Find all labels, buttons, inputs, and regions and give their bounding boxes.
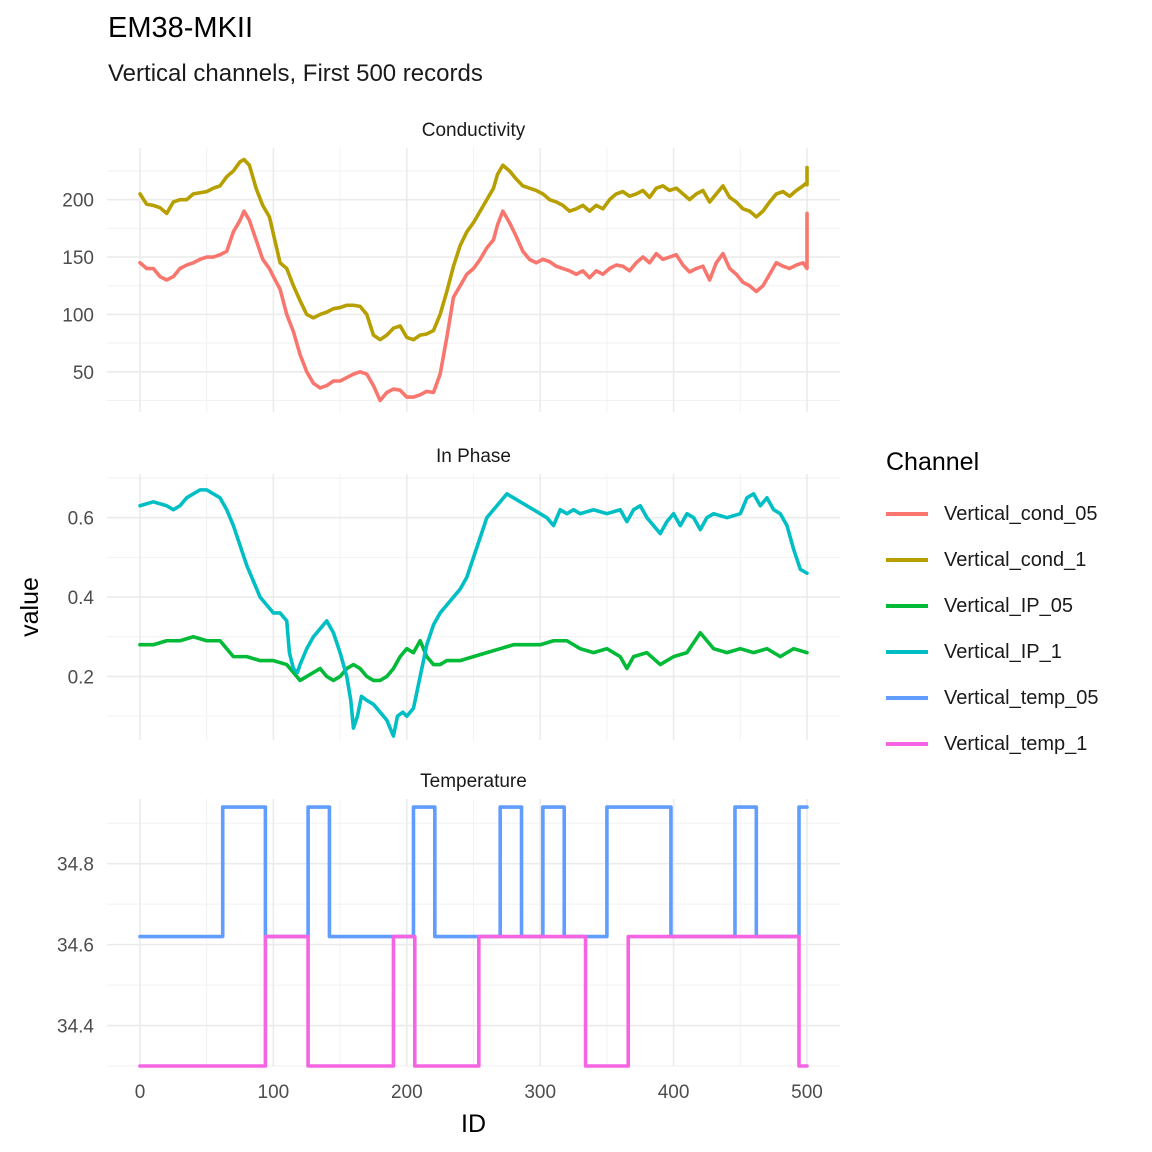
y-tick-label: 100 [62,305,94,326]
panel-temperature: 34.4 34.6 34.8 Temperature [57,771,840,1068]
legend-title: Channel [886,448,980,476]
legend-label: Vertical_temp_05 [944,686,1099,709]
x-axis: 0 100 200 300 400 500 ID [135,1082,823,1138]
y-tick-label: 0.6 [68,509,94,530]
chart-title: EM38-MKII [108,12,254,44]
legend-items: Vertical_cond_05 Vertical_cond_1 Vertical_… [886,491,1099,767]
x-tick-label: 500 [791,1082,823,1103]
legend-item: Vertical_temp_05 [886,675,1099,721]
legend: Channel Vertical_cond_05 Vertical_cond_1 V… [886,448,1099,767]
panel-label: In Phase [436,446,511,467]
x-tick-label: 200 [391,1082,423,1103]
legend-label: Vertical_IP_1 [944,640,1062,663]
x-tick-label: 100 [258,1082,290,1103]
series-line-vertical-ip-1 [138,488,809,738]
y-tick-label: 150 [62,248,94,269]
x-tick-label: 400 [658,1082,690,1103]
legend-key [886,558,928,562]
legend-label: Vertical_cond_05 [944,502,1098,525]
legend-item: Vertical_IP_1 [886,629,1099,675]
x-axis-label: ID [461,1110,486,1138]
y-tick-label: 200 [62,191,94,212]
legend-label: Vertical_IP_05 [944,594,1073,617]
series-line-vertical-cond-05 [138,209,809,403]
legend-item: Vertical_IP_05 [886,583,1099,629]
x-tick-label: 300 [524,1082,556,1103]
series-line-vertical-cond-1 [138,157,809,342]
legend-item: Vertical_cond_05 [886,491,1099,537]
series-line-vertical-temp-1 [138,934,809,1068]
panel-label: Temperature [420,771,527,792]
chart-subtitle: Vertical channels, First 500 records [108,60,483,87]
legend-key [886,512,928,516]
series-line-vertical-ip-05 [138,631,809,683]
y-tick-label: 34.8 [57,855,94,876]
panel-label: Conductivity [422,120,526,141]
y-tick-label: 0.2 [68,667,94,688]
panel-in-phase: 0.2 0.4 0.6 In Phase [68,446,840,740]
series-line-vertical-temp-05 [138,805,809,939]
legend-key [886,742,928,746]
panel-conductivity: 50 100 150 200 Conductivity [62,120,840,412]
legend-label: Vertical_temp_1 [944,732,1088,755]
y-axis-label: value [16,577,44,637]
x-tick-label: 0 [135,1082,146,1103]
legend-item: Vertical_cond_1 [886,537,1099,583]
legend-key [886,696,928,700]
y-tick-label: 34.6 [57,936,94,957]
legend-key [886,604,928,608]
legend-label: Vertical_cond_1 [944,548,1087,571]
y-tick-label: 50 [73,363,94,384]
y-tick-label: 0.4 [68,588,95,609]
legend-item: Vertical_temp_1 [886,721,1099,767]
legend-key [886,650,928,654]
y-tick-label: 34.4 [57,1017,94,1038]
